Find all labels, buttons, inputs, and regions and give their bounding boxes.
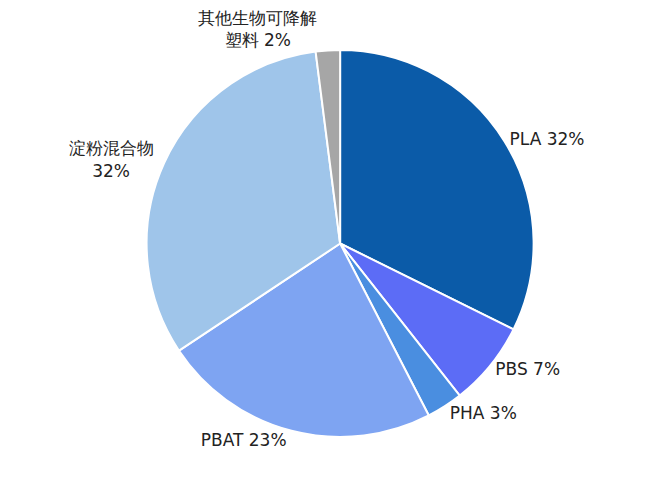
svg-text:PBAT 23%: PBAT 23% [201,430,287,450]
svg-text:PLA 32%: PLA 32% [510,129,585,149]
svg-text:PHA 3%: PHA 3% [450,403,517,423]
svg-text:PBS 7%: PBS 7% [495,359,560,379]
svg-text:淀粉混合物32%: 淀粉混合物32% [69,138,154,180]
svg-text:其他生物可降解塑料 2%: 其他生物可降解塑料 2% [198,8,317,50]
